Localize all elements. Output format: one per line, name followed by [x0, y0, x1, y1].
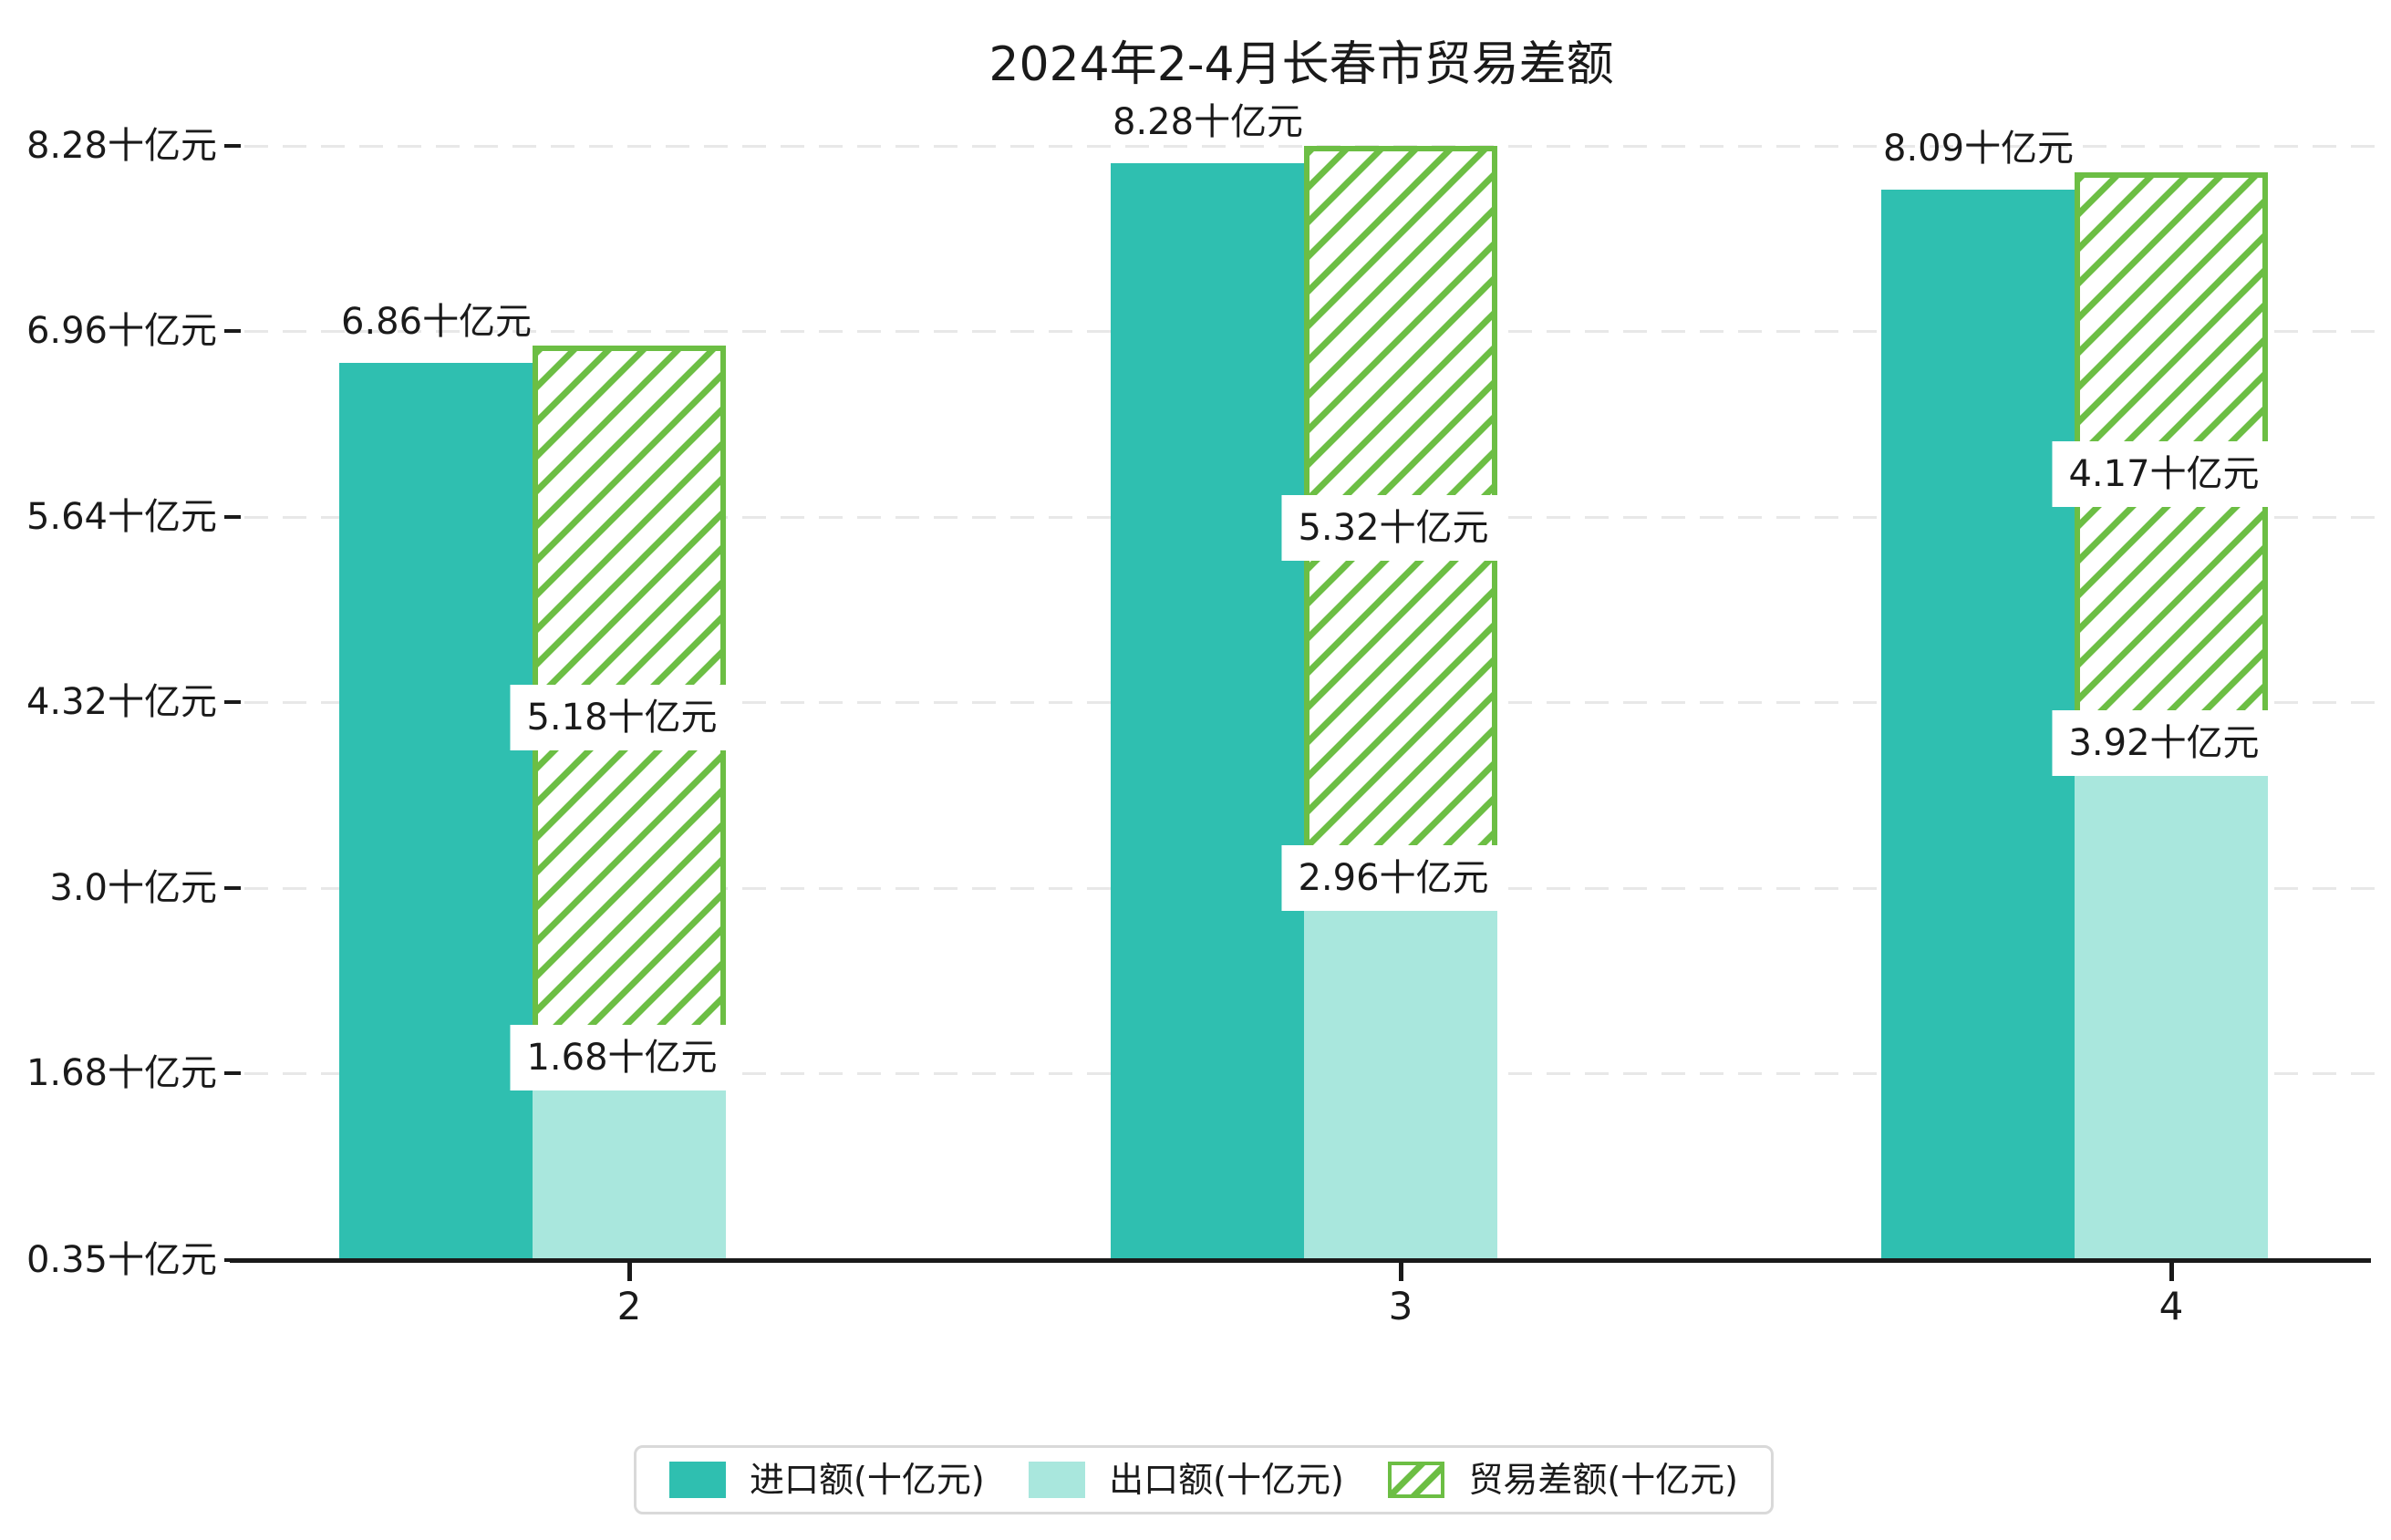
export-swatch-icon: [1029, 1462, 1086, 1498]
import-value-label: 8.09十亿元: [1883, 128, 2075, 171]
trade-balance-value-label: 4.17十亿元: [2052, 441, 2276, 508]
legend-item-import: 进口额(十亿元): [669, 1461, 985, 1499]
import-swatch-icon: [669, 1462, 726, 1498]
chart-title: 2024年2-4月长春市贸易差额: [988, 37, 1614, 92]
trade-balance-value-label: 5.32十亿元: [1281, 495, 1506, 562]
legend-label-export: 出口额(十亿元): [1109, 1460, 1344, 1500]
legend-label-import: 进口额(十亿元): [750, 1460, 985, 1500]
x-axis-tick-mark: [2169, 1263, 2174, 1281]
import-bar: [1881, 190, 2075, 1260]
legend: 进口额(十亿元) 出口额(十亿元) 贸易差额(十亿元): [634, 1445, 1774, 1514]
import-bar: [1111, 163, 1304, 1260]
y-axis-tick-mark: [224, 514, 241, 519]
y-axis-tick-mark: [224, 329, 241, 334]
legend-label-balance: 贸易差额(十亿元): [1468, 1460, 1738, 1500]
y-axis-tick-label: 0.35十亿元: [26, 1239, 217, 1281]
import-value-label: 6.86十亿元: [341, 300, 533, 343]
export-value-label: 1.68十亿元: [510, 1025, 734, 1091]
legend-item-balance: 贸易差额(十亿元): [1388, 1461, 1738, 1499]
x-axis-line: [230, 1258, 2371, 1263]
trade-balance-value-label: 5.18十亿元: [510, 685, 734, 751]
x-axis-tick-mark: [1399, 1263, 1403, 1281]
y-axis-tick-mark: [224, 1258, 241, 1262]
y-axis-tick-label: 4.32十亿元: [26, 681, 217, 724]
legend-item-export: 出口额(十亿元): [1029, 1461, 1344, 1499]
y-axis-tick-mark: [224, 700, 241, 705]
y-axis-tick-label: 6.96十亿元: [26, 310, 217, 353]
export-bar: [1304, 910, 1497, 1260]
y-axis-tick-label: 3.0十亿元: [49, 866, 217, 909]
x-axis-tick-label: 4: [2158, 1284, 2184, 1328]
x-axis-tick-mark: [627, 1263, 632, 1281]
export-value-label: 2.96十亿元: [1281, 844, 1506, 911]
y-axis-tick-mark: [224, 144, 241, 148]
import-value-label: 8.28十亿元: [1113, 101, 1304, 143]
y-axis-tick-mark: [224, 885, 241, 890]
export-value-label: 3.92十亿元: [2052, 709, 2276, 776]
export-bar: [2075, 775, 2268, 1260]
y-axis-tick-mark: [224, 1071, 241, 1076]
x-axis-tick-label: 3: [1388, 1284, 1413, 1328]
import-bar: [339, 362, 533, 1260]
y-axis-tick-label: 8.28十亿元: [26, 125, 217, 167]
export-bar: [533, 1090, 726, 1260]
y-axis-tick-label: 1.68十亿元: [26, 1052, 217, 1095]
x-axis-tick-label: 2: [616, 1284, 642, 1328]
y-axis-tick-label: 5.64十亿元: [26, 495, 217, 538]
balance-hatch-swatch-icon: [1388, 1462, 1445, 1498]
